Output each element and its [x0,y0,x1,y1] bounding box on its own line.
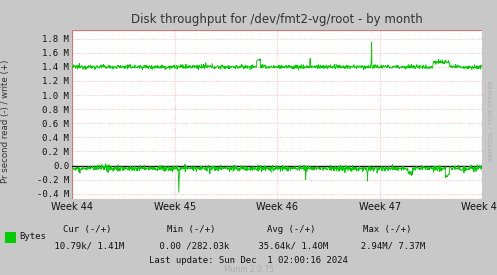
Title: Disk throughput for /dev/fmt2-vg/root - by month: Disk throughput for /dev/fmt2-vg/root - … [131,13,423,26]
Text: Cur (-/+): Cur (-/+) [63,226,111,234]
Text: Avg (-/+): Avg (-/+) [266,226,315,234]
Text: Last update: Sun Dec  1 02:00:16 2024: Last update: Sun Dec 1 02:00:16 2024 [149,257,348,265]
Text: 35.64k/ 1.40M: 35.64k/ 1.40M [253,242,329,251]
Text: Max (-/+): Max (-/+) [363,226,412,234]
Text: Bytes: Bytes [19,232,46,241]
Text: 2.94M/ 7.37M: 2.94M/ 7.37M [350,242,425,251]
Text: Min (-/+): Min (-/+) [167,226,216,234]
Text: Munin 2.0.75: Munin 2.0.75 [224,265,273,274]
Text: 10.79k/ 1.41M: 10.79k/ 1.41M [49,242,125,251]
Text: Pr second read (-) / write (+): Pr second read (-) / write (+) [1,59,10,183]
Text: 0.00 /282.03k: 0.00 /282.03k [154,242,229,251]
Text: RRDTOOL / TOBI OETIKER: RRDTOOL / TOBI OETIKER [489,81,494,161]
